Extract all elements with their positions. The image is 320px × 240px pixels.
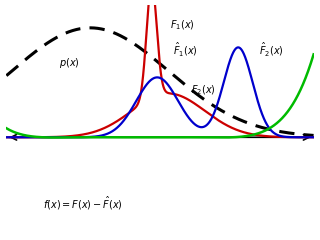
Text: $F_1(x)$: $F_1(x)$ [170,18,195,32]
Text: $f(x) = F(x) - \hat{F}(x)$: $f(x) = F(x) - \hat{F}(x)$ [43,195,123,212]
Text: $\hat{F}_1(x)$: $\hat{F}_1(x)$ [172,40,197,58]
Text: $p(x)$: $p(x)$ [60,56,80,70]
Text: $F_2(x)$: $F_2(x)$ [191,84,215,97]
Text: $\hat{F}_2(x)$: $\hat{F}_2(x)$ [259,40,284,58]
